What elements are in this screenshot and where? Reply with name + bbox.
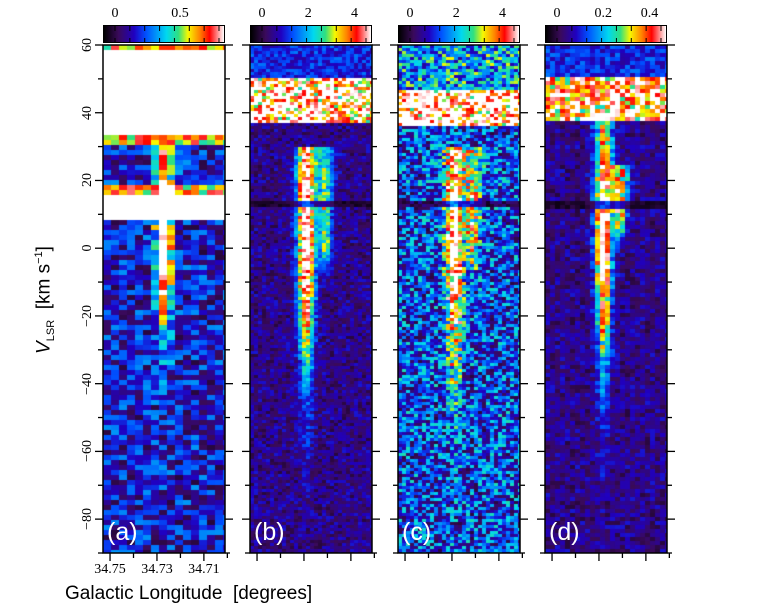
- y-tick-label: 40: [80, 105, 95, 120]
- x-tick-label: 34.75: [94, 562, 126, 577]
- panel-label: (b): [254, 518, 285, 546]
- x-tick-label: 34.71: [188, 562, 220, 577]
- colorbar-b: [250, 25, 372, 43]
- ylabel-sub: LSR: [45, 319, 58, 342]
- ylabel-close: ]: [33, 246, 55, 252]
- y-tick-label: −80: [80, 508, 95, 531]
- colorbar-tick-label: 2: [452, 6, 460, 21]
- colorbar-tick-label: 0: [553, 6, 561, 21]
- colorbar-tick-label: 0.5: [171, 6, 189, 21]
- colorbar-tick-label: 0: [258, 6, 266, 21]
- y-tick-label: −60: [80, 440, 95, 463]
- panel-frame: [102, 44, 226, 554]
- colorbar-c: [398, 25, 520, 43]
- y-tick-label: 0: [80, 244, 95, 252]
- y-tick-label: −40: [80, 372, 95, 395]
- colorbar-d: [545, 25, 667, 43]
- y-tick-label: 60: [80, 38, 95, 52]
- colorbar-tick-label: 0.2: [594, 6, 612, 21]
- y-tick-label: 20: [80, 173, 95, 188]
- ylabel-exp: −1: [32, 251, 45, 264]
- colorbar-a: [103, 25, 225, 43]
- colorbar-tick-label: 4: [350, 6, 358, 21]
- colorbar-tick-label: 2: [304, 6, 312, 21]
- colorbar-tick-label: 0.4: [640, 6, 659, 21]
- x-axis-label: Galactic Longitude [degrees]: [65, 583, 313, 604]
- heatmap-panel-b: [250, 45, 372, 553]
- colorbar-tick-label: 0: [406, 6, 414, 21]
- panel-frame: [249, 44, 373, 554]
- colorbar-tick-label: 0: [111, 6, 119, 21]
- heatmap-panel-c: [398, 45, 520, 553]
- y-axis-label: VLSR [km s−1]: [33, 246, 57, 354]
- panel-label: (a): [107, 518, 138, 546]
- panel-label: (c): [402, 518, 432, 546]
- ylabel-units: [km s: [33, 263, 55, 310]
- heatmap-panel-a: [103, 45, 225, 553]
- x-tick-label: 34.73: [141, 562, 173, 577]
- colorbar-tick-label: 4: [498, 6, 506, 21]
- panel-frame: [544, 44, 668, 554]
- panel-frame: [397, 44, 521, 554]
- panel-label: (d): [549, 518, 580, 546]
- heatmap-panel-d: [545, 45, 667, 553]
- y-tick-label: −20: [80, 304, 95, 327]
- ylabel-v: V: [33, 341, 55, 354]
